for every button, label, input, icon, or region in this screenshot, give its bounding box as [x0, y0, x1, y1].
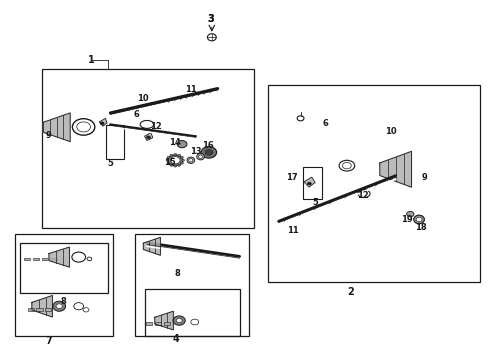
Circle shape	[165, 159, 168, 161]
Ellipse shape	[188, 159, 192, 162]
Bar	[135, 234, 249, 336]
Polygon shape	[155, 311, 173, 330]
Text: 18: 18	[414, 223, 426, 232]
Ellipse shape	[173, 316, 185, 325]
Circle shape	[181, 159, 184, 161]
Text: 15: 15	[164, 158, 176, 167]
Polygon shape	[43, 113, 70, 141]
Text: 9: 9	[421, 173, 427, 182]
Text: 7: 7	[45, 336, 52, 346]
Polygon shape	[32, 296, 52, 317]
Bar	[163, 322, 169, 325]
Ellipse shape	[167, 155, 182, 166]
Polygon shape	[99, 118, 107, 126]
Text: 16: 16	[202, 141, 213, 150]
Text: 1: 1	[87, 54, 94, 64]
Circle shape	[100, 122, 104, 125]
Bar	[105, 125, 124, 159]
Bar	[50, 258, 57, 260]
Text: 10: 10	[137, 94, 148, 103]
Circle shape	[307, 182, 311, 185]
Text: 5: 5	[312, 198, 318, 207]
Ellipse shape	[196, 153, 204, 160]
Polygon shape	[144, 133, 153, 140]
Text: 3: 3	[206, 14, 213, 24]
Text: 3: 3	[206, 14, 213, 24]
Bar	[303, 167, 321, 199]
Bar	[15, 234, 113, 336]
Polygon shape	[49, 247, 69, 267]
Ellipse shape	[176, 319, 182, 323]
Text: 19: 19	[400, 215, 411, 224]
Polygon shape	[143, 237, 160, 255]
Text: 12: 12	[150, 122, 162, 131]
Text: 4: 4	[172, 333, 179, 343]
Circle shape	[204, 149, 212, 155]
Circle shape	[167, 162, 170, 164]
Circle shape	[177, 140, 186, 148]
Bar	[36, 309, 42, 311]
Ellipse shape	[415, 217, 421, 222]
Bar	[20, 243, 108, 293]
Bar	[144, 289, 239, 336]
Text: 2: 2	[346, 287, 353, 297]
Text: 8: 8	[174, 269, 180, 278]
Ellipse shape	[406, 211, 413, 217]
Ellipse shape	[56, 304, 62, 309]
Text: 11: 11	[184, 85, 196, 94]
Ellipse shape	[53, 301, 65, 311]
Circle shape	[173, 153, 176, 156]
Ellipse shape	[170, 157, 180, 164]
Circle shape	[169, 164, 172, 166]
Circle shape	[169, 154, 172, 156]
Bar	[146, 322, 152, 325]
Circle shape	[180, 162, 183, 164]
Text: 6: 6	[322, 119, 327, 128]
Text: 5: 5	[107, 159, 113, 168]
Bar	[45, 309, 51, 311]
Circle shape	[201, 147, 216, 158]
Bar	[267, 85, 479, 282]
Circle shape	[177, 154, 180, 156]
Bar	[33, 258, 39, 260]
Circle shape	[173, 165, 176, 167]
Text: 13: 13	[189, 147, 201, 156]
Polygon shape	[379, 151, 411, 187]
Bar	[42, 69, 254, 228]
Text: 17: 17	[286, 173, 298, 182]
Circle shape	[177, 164, 180, 166]
Text: 12: 12	[356, 191, 367, 200]
Circle shape	[167, 156, 170, 158]
Circle shape	[146, 136, 150, 139]
Ellipse shape	[198, 155, 202, 158]
Polygon shape	[304, 177, 315, 187]
Bar	[24, 258, 30, 260]
Text: 9: 9	[45, 131, 51, 140]
Text: 8: 8	[60, 297, 66, 306]
Ellipse shape	[186, 157, 194, 163]
Text: 11: 11	[287, 226, 299, 235]
Bar	[27, 309, 34, 311]
Bar	[155, 322, 161, 325]
Ellipse shape	[413, 215, 424, 224]
Bar	[41, 258, 48, 260]
Text: 14: 14	[169, 138, 181, 147]
Circle shape	[180, 156, 183, 158]
Text: 6: 6	[133, 110, 139, 119]
Text: 10: 10	[384, 127, 396, 136]
